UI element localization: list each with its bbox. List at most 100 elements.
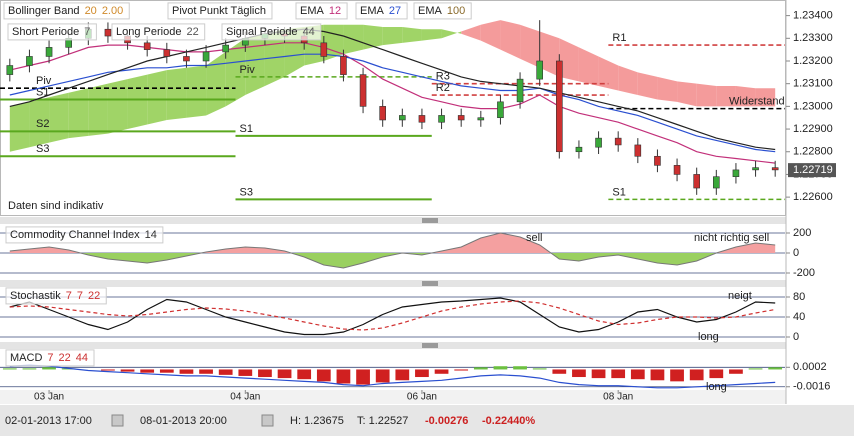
cloud-segment (29, 97, 50, 148)
resize-grip[interactable] (422, 218, 438, 223)
legend-param: 2.00 (102, 5, 123, 17)
histogram-bar (630, 369, 645, 380)
y-tick-label: -200 (793, 267, 815, 279)
candle-body (673, 165, 681, 175)
candle-body (732, 169, 740, 177)
legend-background (221, 23, 322, 41)
histogram-bar (748, 368, 763, 370)
resize-grip[interactable] (422, 343, 438, 348)
panel-divider (0, 217, 786, 224)
histogram-bar (159, 369, 174, 373)
annotation: long (706, 381, 727, 393)
candle-body (713, 176, 720, 189)
cloud-segment (147, 70, 167, 125)
indicator-line (9, 53, 776, 153)
candle-body (359, 74, 367, 107)
cloud-segment (755, 88, 776, 107)
legend-background (167, 2, 273, 20)
cloud-segment (735, 85, 756, 107)
pivot-label: R2 (436, 82, 450, 94)
legend-entry: Short Periode 7 (12, 26, 90, 38)
y-tick-label: 1.23200 (793, 55, 833, 67)
histogram-bar (689, 369, 704, 381)
cloud-segment (696, 83, 717, 107)
histogram-bar (493, 366, 508, 370)
legend-entry: Long Periode 22 (116, 26, 199, 38)
legend-background (295, 2, 348, 20)
pivot-label: Piv (36, 75, 52, 87)
candle-body (202, 51, 210, 62)
cloud-segment (539, 31, 560, 77)
histogram-bar (729, 369, 743, 374)
calendar-icon[interactable] (111, 414, 124, 427)
histogram-bar (356, 369, 370, 385)
footer-bar (0, 405, 854, 436)
area-negative (9, 253, 776, 268)
cloud-segment (363, 24, 383, 50)
histogram-bar (395, 369, 410, 381)
resize-grip[interactable] (422, 281, 438, 286)
candle-body (340, 56, 347, 75)
footer-low: T: 1.22527 (357, 415, 408, 427)
candle-body (183, 56, 190, 62)
legend-entry: Stochastik 7 7 22 (10, 290, 100, 302)
histogram-bar (22, 368, 37, 370)
macd-line (9, 364, 776, 389)
candle-body (654, 155, 661, 166)
footer-change: -0.00276 (425, 415, 468, 427)
candle-body (595, 137, 602, 148)
cloud-segment (186, 65, 207, 118)
y-tick-label: -0.0016 (793, 381, 830, 393)
pivot-label: S3 (36, 143, 49, 155)
y-tick-label: 0 (793, 247, 799, 259)
y-tick-label: 1.23400 (793, 10, 833, 22)
y-tick-label: 80 (793, 291, 805, 303)
candle-body (536, 60, 543, 80)
cloud-segment (225, 38, 246, 107)
indicator-line (9, 42, 776, 164)
candle-body (104, 28, 112, 37)
cloud-segment (618, 65, 638, 96)
y-tick-label: 1.22900 (793, 123, 833, 135)
pivot-label: R3 (436, 71, 450, 83)
histogram-bar (670, 369, 684, 382)
legend-param: 44 (76, 352, 88, 364)
histogram-bar (316, 369, 331, 382)
cloud-segment (461, 24, 481, 41)
histogram-bar (434, 369, 449, 374)
cloud-segment (559, 38, 579, 82)
calendar-icon[interactable] (261, 414, 274, 427)
pivot-label: Widerstand (729, 96, 785, 108)
legend-param: 7 (47, 352, 53, 364)
histogram-bar (552, 369, 567, 374)
legend-name: Short Periode (12, 26, 79, 38)
pivot-label: S3 (240, 186, 253, 198)
cloud-segment (637, 72, 658, 100)
histogram-bar (454, 369, 469, 371)
y-tick-label: 1.23000 (793, 100, 833, 112)
histogram-bar (238, 369, 253, 376)
legend-name: Bollinger Band (8, 5, 80, 17)
candle-body (26, 56, 33, 66)
histogram-bar (101, 369, 115, 371)
cloud-segment (107, 79, 128, 134)
panel-divider (0, 342, 786, 349)
x-tick-label: 04 Jan (230, 392, 260, 403)
legend-background (413, 2, 472, 20)
cloud-segment (657, 76, 678, 102)
y-tick-label: 40 (793, 311, 805, 323)
cloud-segment (88, 83, 108, 136)
pivot-label: S2 (36, 118, 49, 130)
candle-body (575, 146, 583, 153)
candle-body (320, 42, 328, 57)
candle-body (556, 60, 563, 153)
cloud-segment (716, 85, 736, 107)
legend-param: 27 (389, 5, 401, 17)
indicator-line (9, 28, 776, 151)
legend-param: 12 (329, 5, 341, 17)
x-tick-label: 08 Jan (603, 392, 633, 403)
candle-body (163, 49, 171, 57)
legend-name: Pivot Punkt Täglich (172, 5, 266, 17)
annotation: nicht richtig sell (694, 232, 769, 244)
legend-entry: MACD 7 22 44 (10, 352, 88, 364)
